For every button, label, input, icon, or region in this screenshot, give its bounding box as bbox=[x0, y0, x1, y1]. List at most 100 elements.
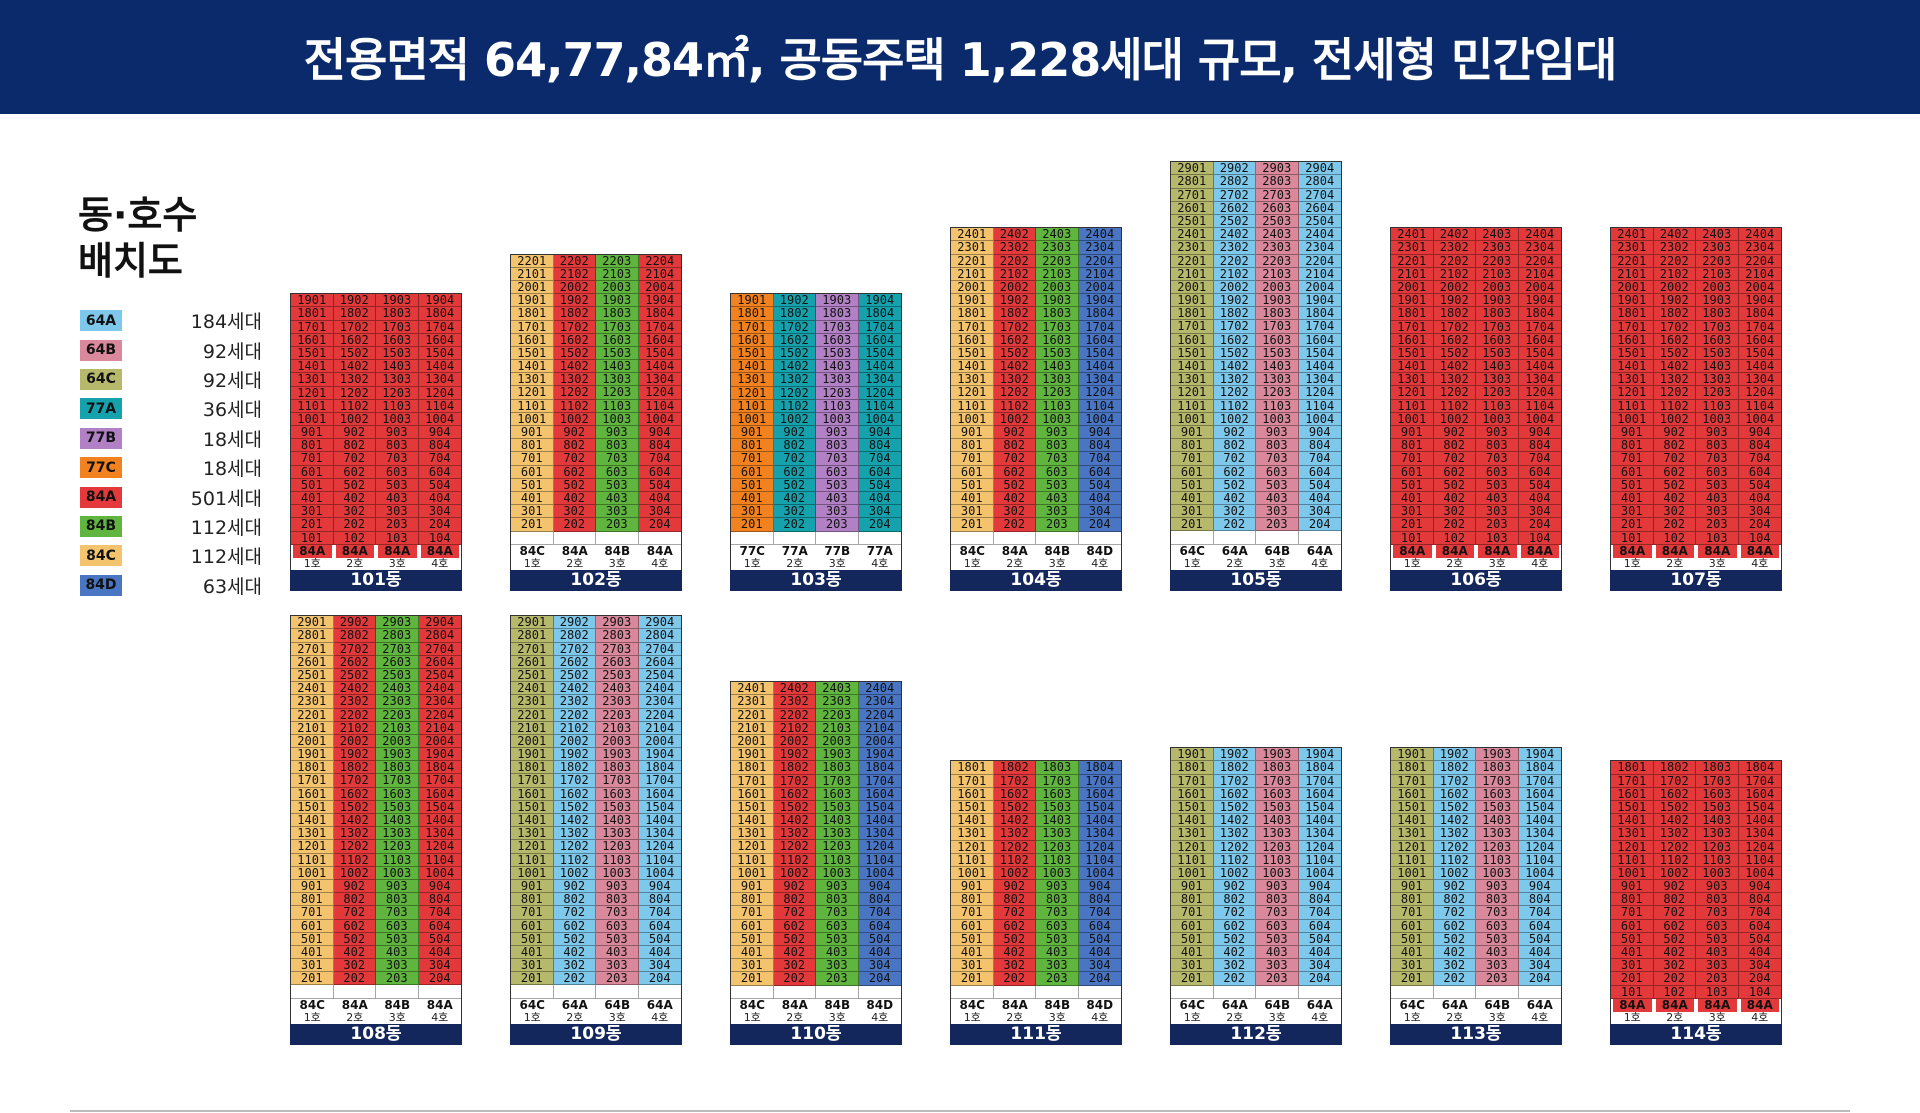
unit-cell: 903 bbox=[1256, 880, 1299, 894]
unit-cell: 2102 bbox=[993, 267, 1036, 281]
unit-type-label: 64A bbox=[638, 998, 681, 1012]
unit-cell: 2403 bbox=[1256, 228, 1299, 242]
unit-cell: 2803 bbox=[376, 629, 419, 643]
unit-cell: 1601 bbox=[511, 787, 554, 801]
legend-swatch: 84D bbox=[80, 574, 122, 596]
unit-cell: 1904 bbox=[1298, 748, 1341, 762]
unit-cell: 603 bbox=[816, 465, 859, 479]
unit-cell: 601 bbox=[1391, 465, 1434, 479]
unit-cell: 701 bbox=[951, 906, 994, 920]
unit-cell: 2101 bbox=[951, 267, 994, 281]
unit-cell: 1102 bbox=[1433, 399, 1476, 413]
unit-cell: 1201 bbox=[291, 386, 334, 400]
unit-cell: 902 bbox=[1653, 880, 1696, 894]
unit-cell: 2403 bbox=[816, 682, 859, 696]
unit-cell: 303 bbox=[816, 505, 859, 519]
unit-cell: 2201 bbox=[291, 708, 334, 722]
unit-cell: 2104 bbox=[418, 721, 461, 735]
unit-cell: 1802 bbox=[333, 307, 376, 321]
unit-cell: 202 bbox=[1653, 972, 1696, 986]
line-number-label: 3호 bbox=[828, 1010, 846, 1024]
unit-cell: 2501 bbox=[511, 668, 554, 683]
unit-cell: 2904 bbox=[418, 616, 461, 630]
unit-cell: 1403 bbox=[816, 360, 859, 374]
line-number-label: 2호 bbox=[1006, 1010, 1024, 1024]
unit-cell bbox=[773, 985, 816, 999]
unit-cell: 1802 bbox=[773, 307, 816, 321]
unit-cell: 1104 bbox=[1298, 853, 1341, 867]
unit-cell: 903 bbox=[376, 879, 419, 894]
unit-cell: 2103 bbox=[1256, 267, 1299, 281]
line-number-label: 1호 bbox=[1403, 556, 1421, 570]
unit-cell: 103 bbox=[1476, 531, 1519, 545]
unit-cell: 1803 bbox=[1696, 307, 1739, 321]
line-number-label: 2호 bbox=[1006, 556, 1024, 570]
unit-cell: 1303 bbox=[596, 827, 639, 841]
unit-cell: 1803 bbox=[596, 307, 639, 321]
unit-cell: 902 bbox=[333, 879, 376, 894]
unit-cell: 201 bbox=[951, 972, 994, 986]
unit-cell: 101 bbox=[1611, 985, 1654, 999]
unit-cell: 1702 bbox=[993, 774, 1036, 788]
line-number-label: 4호 bbox=[871, 1010, 889, 1024]
unit-cell: 1403 bbox=[1476, 360, 1519, 374]
unit-cell: 1002 bbox=[993, 412, 1036, 426]
unit-cell: 2104 bbox=[858, 721, 901, 735]
unit-cell: 1903 bbox=[816, 294, 859, 308]
unit-cell: 902 bbox=[553, 426, 596, 440]
unit-cell: 904 bbox=[1518, 426, 1561, 440]
unit-cell: 1703 bbox=[1256, 320, 1299, 334]
line-number-label: 2호 bbox=[1666, 556, 1684, 570]
unit-cell: 2701 bbox=[291, 642, 334, 656]
unit-cell: 1303 bbox=[1036, 373, 1079, 387]
unit-cell: 1401 bbox=[511, 360, 554, 374]
unit-cell: 2901 bbox=[1171, 162, 1214, 176]
unit-grid: 2401 2402 2403 2404 2301 2302 2303 2304 2201 2202… bbox=[1390, 227, 1562, 545]
unit-cell: 801 bbox=[951, 893, 994, 907]
unit-cell: 701 bbox=[291, 452, 334, 466]
unit-cell: 2903 bbox=[596, 616, 639, 630]
unit-cell: 701 bbox=[1171, 452, 1214, 466]
unit-cell: 503 bbox=[596, 478, 639, 492]
unit-cell: 802 bbox=[1213, 893, 1256, 907]
unit-cell: 302 bbox=[333, 505, 376, 519]
unit-cell: 802 bbox=[1653, 893, 1696, 907]
unit-cell: 1103 bbox=[1476, 853, 1519, 867]
unit-cell: 1302 bbox=[333, 373, 376, 387]
unit-cell: 1701 bbox=[291, 320, 334, 334]
unit-cell: 1901 bbox=[291, 748, 334, 762]
unit-cell: 1602 bbox=[1433, 333, 1476, 347]
unit-grid: 2901 2902 2903 2904 2801 2802 2803 2804 2701 2702… bbox=[290, 615, 462, 999]
unit-cell: 1603 bbox=[376, 787, 419, 801]
legend-item: 64B 92세대 bbox=[80, 335, 262, 364]
unit-cell: 1404 bbox=[1298, 360, 1341, 374]
unit-cell bbox=[638, 985, 681, 999]
unit-cell: 1504 bbox=[1078, 800, 1121, 815]
unit-cell: 1201 bbox=[951, 840, 994, 854]
unit-cell: 202 bbox=[333, 972, 376, 986]
unit-cell: 1804 bbox=[1518, 761, 1561, 775]
legend-count: 501세대 bbox=[190, 487, 262, 510]
unit-cell: 1804 bbox=[1078, 761, 1121, 775]
unit-type-label: 84B bbox=[816, 998, 859, 1012]
unit-cell: 701 bbox=[731, 452, 774, 466]
unit-cell: 1402 bbox=[1653, 814, 1696, 828]
unit-cell: 1601 bbox=[1611, 333, 1654, 347]
unit-cell: 203 bbox=[1036, 518, 1079, 532]
line-number-label: 2호 bbox=[786, 556, 804, 570]
building-block: 1901 1902 1903 1904 1801 1802 1803 1804 1701 1702… bbox=[730, 293, 902, 591]
unit-cell: 1504 bbox=[1298, 800, 1341, 815]
legend-item: 77C 18세대 bbox=[80, 453, 262, 482]
unit-cell bbox=[1078, 985, 1121, 999]
unit-cell: 1304 bbox=[1738, 373, 1781, 387]
unit-cell: 1103 bbox=[596, 853, 639, 867]
unit-cell: 1301 bbox=[731, 373, 774, 387]
unit-cell: 503 bbox=[1256, 478, 1299, 492]
unit-cell: 404 bbox=[858, 945, 901, 960]
unit-cell: 204 bbox=[1518, 518, 1561, 532]
legend-swatch: 84C bbox=[80, 545, 122, 567]
unit-cell: 604 bbox=[638, 465, 681, 479]
unit-cell: 702 bbox=[333, 906, 376, 920]
unit-cell: 401 bbox=[731, 945, 774, 960]
unit-cell: 1001 bbox=[1611, 412, 1654, 426]
